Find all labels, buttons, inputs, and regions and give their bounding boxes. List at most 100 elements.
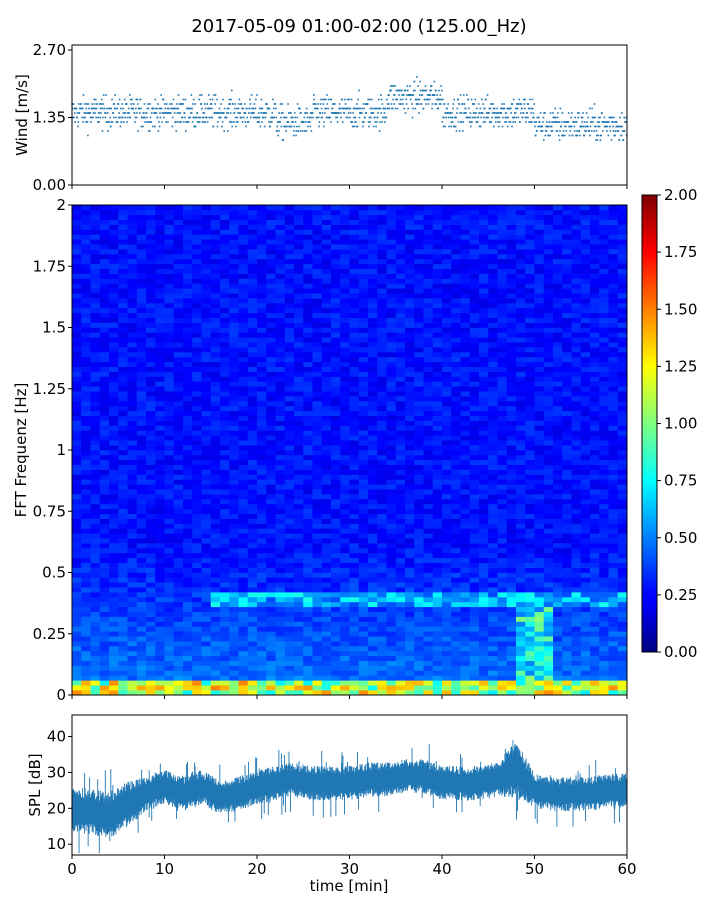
spectrogram-cell — [275, 533, 286, 539]
wind-point — [143, 103, 146, 105]
spectrogram-cell — [377, 513, 387, 519]
wind-point — [425, 103, 427, 105]
spectrogram-cell — [331, 685, 341, 691]
spectrogram-cell — [386, 606, 397, 612]
spectrogram-cell — [192, 587, 202, 593]
spectrogram-cell — [229, 293, 239, 299]
spectrogram-cell — [358, 347, 369, 353]
spectrogram-cell — [312, 371, 323, 377]
wind-point — [209, 107, 211, 110]
spectrogram-cell — [164, 376, 175, 382]
spectrogram-cell — [257, 655, 267, 661]
spectrogram-cell — [331, 258, 341, 265]
spectrogram-cell — [164, 469, 175, 475]
spectrogram-cell — [229, 405, 239, 412]
spectrogram-cell — [99, 312, 110, 318]
spectrogram-cell — [81, 425, 91, 431]
wind-point — [399, 98, 402, 101]
wind-point — [83, 103, 86, 105]
spectrogram-cell — [136, 258, 147, 265]
spectrogram-cell — [183, 347, 193, 353]
wind-point — [391, 85, 394, 87]
spectrogram-cell — [386, 371, 397, 377]
spectrogram-cell — [395, 538, 406, 544]
spectrogram-cell — [331, 401, 341, 407]
spectrogram-cell — [321, 528, 332, 534]
spectrogram-cell — [368, 205, 378, 211]
spectrogram-cell — [183, 459, 193, 465]
spectrogram-cell — [294, 396, 304, 402]
spectrogram-cell — [294, 258, 304, 265]
spectrogram-cell — [386, 381, 397, 387]
spectrogram-cell — [294, 268, 304, 274]
spectrogram-cell — [395, 675, 406, 681]
wind-point — [569, 130, 572, 132]
spectrogram-cell — [201, 415, 212, 421]
spectrogram-cell — [294, 371, 304, 377]
spectrogram-cell — [127, 322, 138, 328]
wind-point — [149, 103, 151, 105]
spectrogram-cell — [118, 303, 128, 309]
spectrogram-cell — [127, 352, 138, 358]
spectrogram-cell — [201, 484, 212, 490]
spectrogram-cell — [220, 352, 230, 358]
spectrogram-cell — [183, 435, 193, 441]
wind-point — [95, 107, 98, 110]
spectrogram-cell — [183, 205, 193, 211]
spectrogram-cell — [201, 293, 212, 299]
spectrogram-cell — [266, 631, 276, 637]
spectrogram-cell — [331, 229, 341, 235]
spectrogram-cell — [294, 626, 304, 632]
spectrogram-cell — [395, 356, 406, 363]
spectrogram-cell — [368, 464, 378, 470]
spectrogram-cell — [284, 469, 295, 475]
spectrogram-cell — [201, 366, 212, 372]
wind-point — [374, 121, 377, 123]
spectrogram-cell — [368, 680, 378, 686]
spectrogram-cell — [229, 538, 239, 544]
spectrogram-cell — [331, 660, 341, 666]
wind-point — [154, 125, 156, 128]
spectrogram-cell — [349, 283, 360, 289]
spectrogram-cell — [220, 611, 230, 617]
spectrogram-cell — [72, 616, 82, 622]
spectrogram-cell — [183, 592, 193, 598]
wind-point — [158, 121, 160, 123]
wind-point — [388, 107, 391, 110]
spectrogram-cell — [220, 347, 230, 353]
spectrogram-cell — [257, 552, 267, 559]
spectrogram-cell — [257, 268, 267, 274]
spectrogram-cell — [155, 356, 165, 363]
spectrogram-cell — [72, 278, 82, 284]
spectrogram-cell — [201, 562, 212, 568]
wind-point — [74, 112, 76, 114]
spectrogram-cell — [90, 219, 101, 225]
spectrogram-cell — [368, 435, 378, 441]
spectrogram-cell — [266, 450, 276, 456]
wind-point — [478, 125, 481, 128]
spectrogram-cell — [257, 209, 267, 216]
spectrogram-cell — [229, 597, 239, 603]
wind-point — [89, 112, 91, 114]
wind-point — [522, 112, 525, 114]
spectrogram-cell — [247, 219, 258, 225]
spectrogram-cell — [266, 601, 276, 608]
spectrogram-cell — [386, 636, 397, 642]
spectrogram-cell — [340, 298, 350, 304]
spectrogram-cell — [395, 366, 406, 372]
spectrogram-cell — [136, 454, 147, 461]
spectrogram-cell — [136, 494, 147, 500]
spectrogram-cell — [210, 268, 221, 274]
spectrogram-cell — [99, 405, 110, 412]
spectrogram-cell — [331, 420, 341, 426]
spectrogram-cell — [155, 205, 165, 211]
wind-point — [84, 112, 87, 114]
wind-point — [297, 130, 300, 132]
spectrogram-cell — [136, 587, 147, 593]
spectrogram-cell — [146, 371, 156, 377]
spectrogram-cell — [257, 366, 267, 372]
spectrogram-cell — [136, 631, 147, 637]
spectrogram-cell — [220, 298, 230, 304]
wind-point — [305, 107, 308, 110]
spectrogram-cell — [127, 597, 138, 603]
